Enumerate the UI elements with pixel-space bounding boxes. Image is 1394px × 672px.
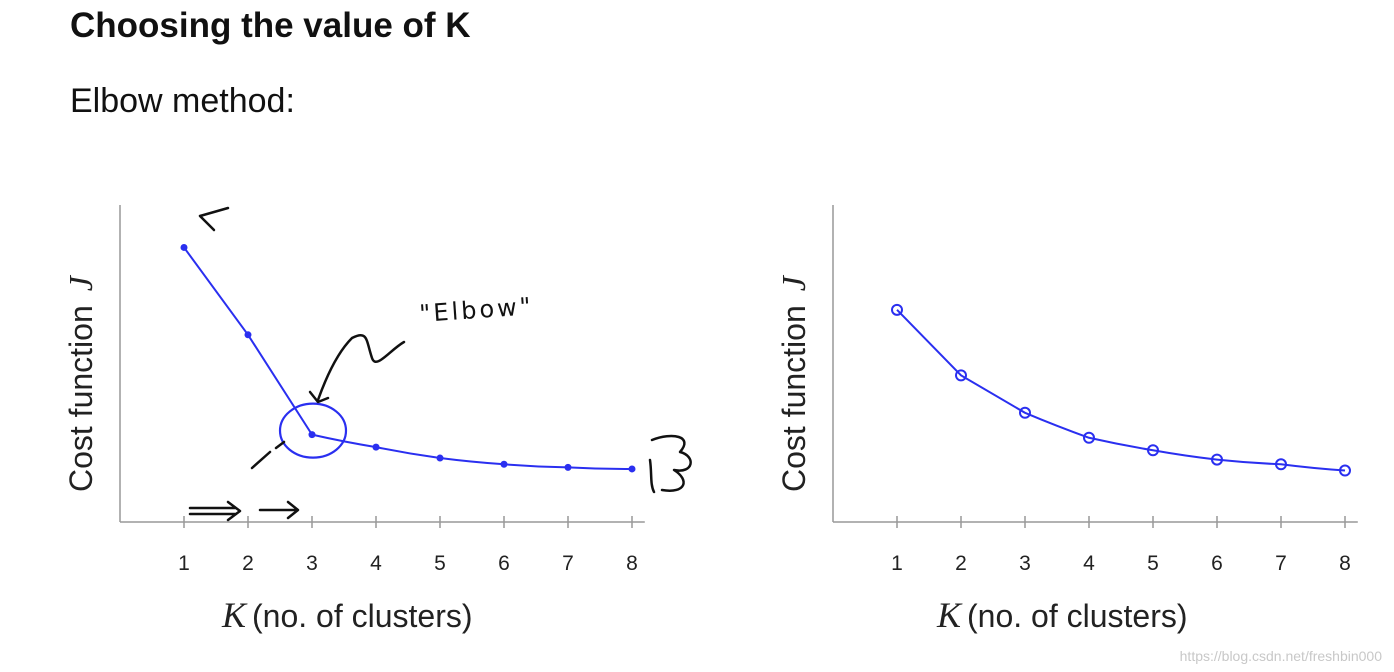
x-tick-label: 5 xyxy=(434,552,446,575)
data-point xyxy=(500,460,508,468)
x-tick-label: 7 xyxy=(1275,552,1287,575)
x-tick-label: 8 xyxy=(1339,552,1351,575)
x-tick-label: 1 xyxy=(178,552,190,575)
squiggle-mark xyxy=(648,434,692,494)
x-tick-label: 3 xyxy=(306,552,318,575)
x-axis-label-variable: K xyxy=(221,595,248,635)
arrow-mark xyxy=(198,206,230,232)
x-tick-label: 6 xyxy=(498,552,510,575)
x-tick-label: 4 xyxy=(370,552,382,575)
elbow-pointer xyxy=(316,333,406,402)
y-axis-label-variable: J xyxy=(63,274,100,291)
watermark: https://blog.csdn.net/freshbin000 xyxy=(1179,648,1382,664)
x-tick-label: 2 xyxy=(242,552,254,575)
right-arrow xyxy=(188,500,242,522)
x-axis-label-variable: K xyxy=(936,595,963,635)
x-tick-label: 6 xyxy=(1211,552,1223,575)
data-point xyxy=(1083,431,1095,444)
chart-2: 1 2 3 4 5 6 7 8 K (no. of clusters) Cost function J xyxy=(776,205,1358,635)
elbow-annotation: "Elbow" xyxy=(418,292,534,328)
data-point xyxy=(1211,453,1223,466)
data-point xyxy=(308,431,316,439)
handwritten-annotations: "Elbow" xyxy=(188,206,692,522)
data-point xyxy=(1275,458,1287,471)
x-tick-label: 3 xyxy=(1019,552,1031,575)
data-point xyxy=(244,331,252,339)
data-point xyxy=(372,443,380,451)
x-axis-label-text: (no. of clusters) xyxy=(252,598,473,634)
x-axis-label-text: (no. of clusters) xyxy=(967,598,1188,634)
tick-mark xyxy=(250,440,286,470)
chart-1: 1 2 3 4 5 6 7 8 K (no. of clusters) Cost function J… xyxy=(63,205,692,635)
x-tick-label: 1 xyxy=(891,552,903,575)
x-tick-label: 8 xyxy=(626,552,638,575)
y-axis-label-text: Cost function xyxy=(776,305,812,492)
elbow-circle xyxy=(278,402,348,459)
page-title: Choosing the value of K xyxy=(70,6,471,45)
data-point xyxy=(436,454,444,462)
x-axis-label: K (no. of clusters) xyxy=(936,595,1188,635)
x-tick-label: 2 xyxy=(955,552,967,575)
data-point xyxy=(628,465,636,473)
data-point xyxy=(1339,464,1351,477)
data-point xyxy=(1019,406,1031,419)
x-axis-label: K (no. of clusters) xyxy=(221,595,473,635)
data-point xyxy=(1147,444,1159,457)
pointer-arrowhead xyxy=(308,390,330,404)
y-axis-label-text: Cost function xyxy=(63,305,99,492)
y-axis-label: Cost function J xyxy=(776,274,813,492)
y-axis-label: Cost function J xyxy=(63,274,100,492)
x-tick-label: 4 xyxy=(1083,552,1095,575)
right-arrow xyxy=(258,500,300,520)
x-tick-label: 5 xyxy=(1147,552,1159,575)
data-point xyxy=(564,463,572,471)
data-point xyxy=(891,303,903,316)
y-axis-label-variable: J xyxy=(776,274,813,291)
data-point xyxy=(180,243,188,251)
series-line xyxy=(896,309,1346,472)
x-tick-label: 7 xyxy=(562,552,574,575)
data-point xyxy=(955,369,967,382)
series-line xyxy=(183,246,633,470)
page-subtitle: Elbow method: xyxy=(70,82,295,120)
